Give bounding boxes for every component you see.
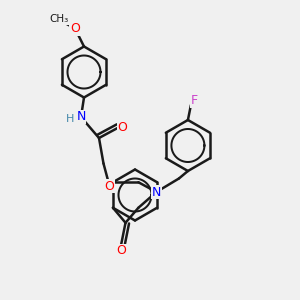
Text: H: H bbox=[66, 113, 75, 124]
Text: F: F bbox=[191, 94, 198, 107]
Text: N: N bbox=[152, 185, 161, 199]
Text: O: O bbox=[117, 121, 127, 134]
Text: O: O bbox=[105, 179, 114, 193]
Text: N: N bbox=[76, 110, 86, 124]
Text: CH₃: CH₃ bbox=[49, 14, 68, 25]
Text: O: O bbox=[116, 244, 126, 257]
Text: O: O bbox=[70, 22, 80, 35]
